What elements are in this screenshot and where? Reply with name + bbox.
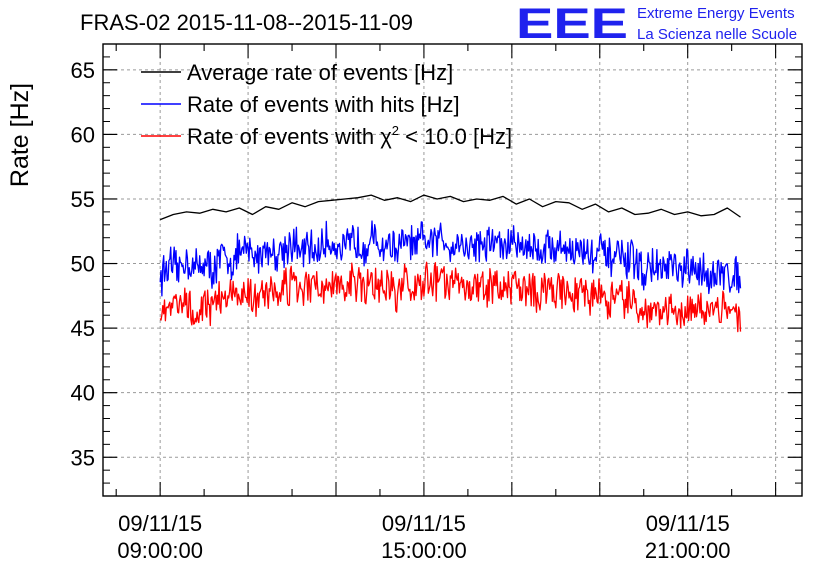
series-line-chi2 [159, 261, 742, 333]
series-layer [159, 194, 742, 333]
legend-label-average: Average rate of events [Hz] [187, 60, 453, 85]
y-tick-label: 40 [71, 381, 95, 406]
tick-labels: 3540455055606509/11/1509:00:0009/11/1515… [71, 58, 731, 563]
axis-ticks [103, 43, 802, 497]
x-tick-label-time: 09:00:00 [117, 538, 203, 563]
x-tick-label-date: 09/11/15 [118, 511, 202, 536]
eee-logo: EEE Extreme Energy Events La Scienza nel… [516, 0, 797, 48]
y-tick-label: 55 [71, 187, 95, 212]
y-tick-label: 60 [71, 122, 95, 147]
legend-label-chi2: Rate of events with χ2 < 10.0 [Hz] [187, 123, 512, 149]
legend-chi-prefix: Rate of events with χ [187, 124, 392, 149]
logo-line-2: La Scienza nelle Scuole [637, 26, 797, 43]
legend-chi-superscript: 2 [392, 123, 399, 138]
series-line-average [159, 194, 741, 221]
series-line-hits [159, 220, 742, 297]
y-tick-label: 65 [71, 58, 95, 83]
x-tick-label-time: 21:00:00 [645, 538, 731, 563]
x-tick-label-time: 15:00:00 [381, 538, 467, 563]
logo-line-1: Extreme Energy Events [637, 5, 795, 22]
y-tick-label: 50 [71, 252, 95, 277]
x-tick-label-date: 09/11/15 [646, 511, 730, 536]
y-axis-label: Rate [Hz] [6, 83, 34, 187]
y-tick-label: 45 [71, 316, 95, 341]
x-tick-label-date: 09/11/15 [382, 511, 466, 536]
y-tick-label: 35 [71, 445, 95, 470]
eee-logo-mark: EEE [516, 0, 628, 48]
legend-label-hits: Rate of events with hits [Hz] [187, 92, 460, 117]
legend-chi-suffix: < 10.0 [Hz] [399, 124, 512, 149]
chart-title: FRAS-02 2015-11-08--2015-11-09 [80, 10, 413, 35]
legend: Average rate of events [Hz] Rate of even… [141, 60, 512, 149]
plot-frame [102, 43, 803, 497]
